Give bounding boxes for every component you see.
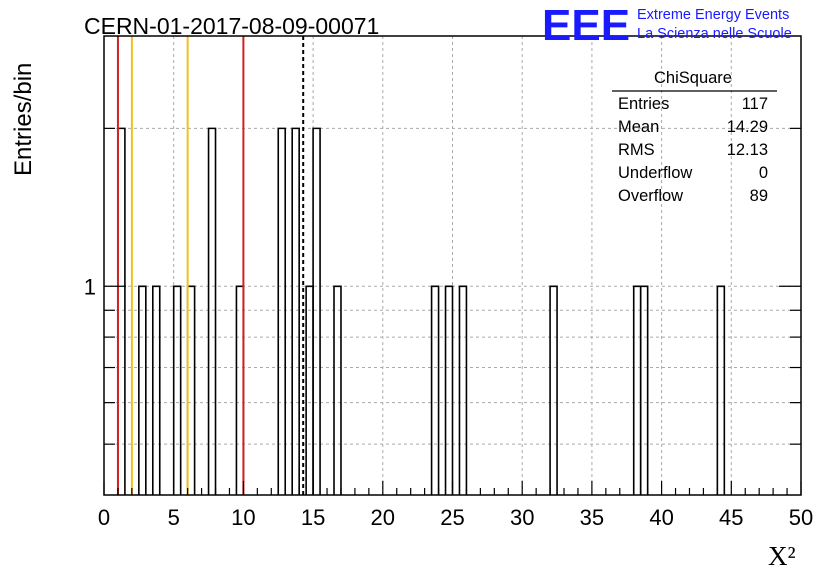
- x-tick-label: 10: [231, 505, 255, 530]
- stats-title: ChiSquare: [654, 69, 732, 87]
- stats-value: 89: [750, 187, 768, 205]
- stats-label: Underflow: [618, 164, 692, 182]
- logo-mark: EEE: [542, 1, 630, 50]
- x-tick-labels: 0 5 10 15 20 25 30 35 40 45 50: [98, 505, 813, 530]
- chart-title: CERN-01-2017-08-09-00071: [84, 13, 379, 39]
- histogram-bin: [312, 127, 321, 495]
- axis-ticks: [103, 127, 802, 495]
- y-axis-label: Entries/bin: [10, 63, 37, 176]
- x-tick-label: 15: [301, 505, 325, 530]
- stats-value: 0: [759, 164, 768, 182]
- x-tick-label: 50: [789, 505, 813, 530]
- histogram-bin: [333, 285, 342, 495]
- stats-value: 14.29: [727, 118, 768, 136]
- eee-logo: EEE Extreme Energy Events La Scienza nel…: [542, 1, 792, 50]
- histogram-bin: [277, 127, 287, 495]
- stats-label: RMS: [618, 141, 655, 159]
- x-tick-label: 0: [98, 505, 110, 530]
- x-tick-label: 45: [719, 505, 743, 530]
- histogram-bars: [117, 127, 726, 495]
- x-tick-label: 35: [580, 505, 604, 530]
- logo-line-1: Extreme Energy Events: [637, 7, 789, 23]
- histogram-bin: [716, 285, 726, 495]
- y-tick-label: 1: [84, 274, 96, 299]
- x-tick-label: 5: [168, 505, 180, 530]
- histogram-bin: [639, 285, 649, 495]
- x-tick-label: 30: [510, 505, 534, 530]
- stats-label: Overflow: [618, 187, 683, 205]
- x-tick-label: 25: [440, 505, 464, 530]
- histogram-bin: [291, 127, 300, 495]
- histogram-bin: [235, 285, 245, 495]
- x-tick-label: 20: [371, 505, 395, 530]
- histogram-bin: [632, 285, 642, 495]
- stats-box: ChiSquare Entries 117 Mean 14.29 RMS 12.13 Und…: [612, 69, 777, 205]
- histogram-bin: [305, 285, 314, 495]
- logo-line-2: La Scienza nelle Scuole: [637, 26, 792, 42]
- histogram-bin: [151, 285, 161, 495]
- reference-lines: [116, 36, 305, 495]
- y-tick-labels: 1: [84, 274, 96, 299]
- histogram-bin: [207, 127, 217, 495]
- histogram-bin: [138, 285, 147, 495]
- histogram-bin: [549, 285, 558, 495]
- histogram-bin: [430, 285, 440, 495]
- histogram-bin: [186, 285, 196, 495]
- stats-value: 117: [742, 95, 768, 113]
- stats-value: 12.13: [727, 141, 768, 159]
- histogram-bin: [444, 285, 454, 495]
- x-axis-label: X²: [768, 541, 796, 571]
- histogram-bin: [458, 285, 468, 495]
- stats-label: Entries: [618, 95, 669, 113]
- histogram-bin: [172, 285, 182, 495]
- stats-rows: Entries 117 Mean 14.29 RMS 12.13 Underflow 0 Ove…: [618, 95, 768, 205]
- x-tick-label: 40: [649, 505, 673, 530]
- stats-label: Mean: [618, 118, 659, 136]
- histogram-bin: [117, 127, 126, 495]
